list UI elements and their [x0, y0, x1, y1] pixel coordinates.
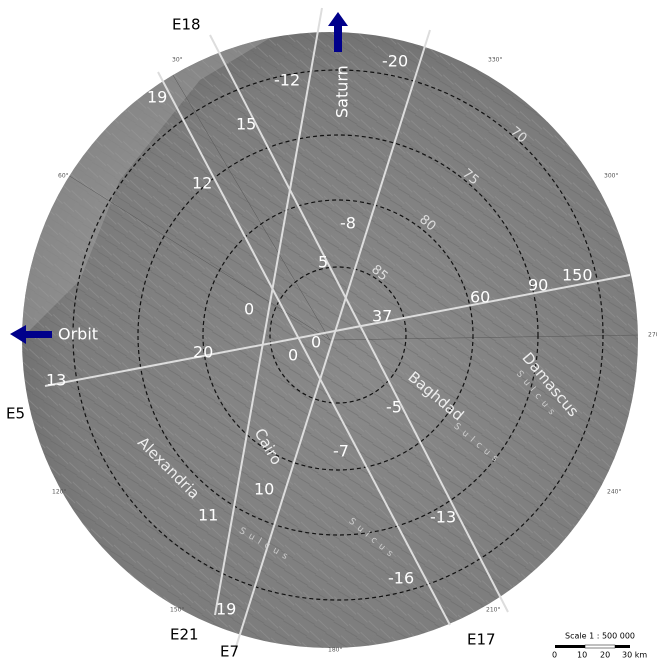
time-label: 90	[528, 276, 548, 295]
longitude-labels: 30° 60° 120° 150° 180° 210° 240° 270 300…	[52, 57, 657, 654]
time-label: -5	[386, 398, 402, 417]
time-label: -20	[382, 52, 408, 71]
time-label: 5	[318, 253, 328, 272]
track-name: E21	[170, 626, 199, 644]
scale-tick: 30 km	[622, 651, 647, 659]
longitude-label: 300°	[604, 173, 618, 180]
time-label: 37	[372, 307, 392, 326]
direction-label: Saturn	[333, 65, 352, 118]
time-label: 0	[311, 333, 321, 352]
scale-tick: 0	[552, 651, 557, 659]
longitude-label: 120°	[52, 489, 66, 496]
direction-label: Orbit	[58, 325, 98, 344]
scale-bar: Scale 1 : 500 000 0 10 20 30 km	[552, 632, 647, 659]
time-label: 12	[192, 174, 212, 193]
track-name: E17	[467, 631, 496, 649]
moon-disc	[22, 32, 638, 648]
arrows	[10, 12, 348, 344]
time-label: 13	[46, 371, 66, 390]
longitude-label: 150°	[170, 607, 184, 614]
scale-tick: 20	[600, 651, 610, 659]
time-label: -13	[430, 508, 456, 527]
time-label: -7	[333, 442, 349, 461]
time-label: -16	[388, 569, 414, 588]
time-label: 0	[244, 300, 254, 319]
longitude-label: 180°	[328, 647, 342, 654]
scale-title: Scale 1 : 500 000	[565, 632, 635, 641]
longitude-label: 30°	[172, 57, 183, 64]
tracks	[44, 7, 631, 651]
latitude-rings	[72, 69, 604, 601]
time-label: 150	[562, 266, 593, 285]
time-label: 10	[254, 480, 274, 499]
longitude-label: 270	[648, 332, 657, 339]
longitude-label: 240°	[607, 489, 621, 496]
scale-tick: 10	[577, 651, 587, 659]
longitude-label: 330°	[488, 57, 502, 64]
time-label: 0	[288, 346, 298, 365]
track-name: E7	[220, 643, 239, 659]
time-label: 60	[470, 288, 490, 307]
longitude-label: 210°	[486, 607, 500, 614]
time-label: 19	[216, 600, 236, 619]
time-label: 20	[193, 343, 213, 362]
time-label: -12	[274, 71, 300, 90]
time-label: 19	[147, 88, 167, 107]
track-name: E18	[172, 16, 201, 34]
time-label: -8	[340, 214, 356, 233]
longitude-label: 60°	[58, 173, 69, 180]
time-label: 15	[236, 115, 256, 134]
time-label: 11	[198, 506, 218, 525]
time-labels: -20 -12 19 15 12 -8 5 0 37 60 90 150 0 0…	[46, 52, 593, 619]
track-name: E5	[6, 405, 25, 423]
